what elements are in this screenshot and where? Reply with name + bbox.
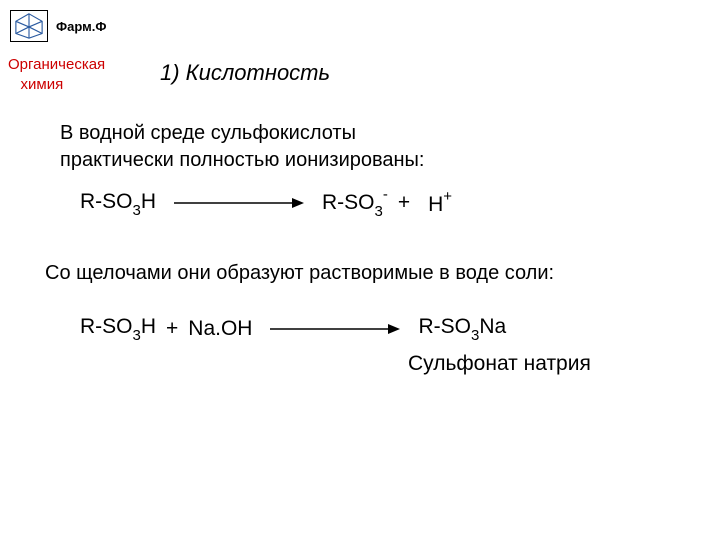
reactant-1: R-SO3H (80, 190, 156, 217)
product-1a: R-SO3- (322, 188, 388, 218)
product-1b: H+ (428, 190, 452, 217)
para1-line1: В водной среде сульфокислоты (60, 122, 356, 144)
header: Фарм.Ф (10, 10, 106, 42)
paragraph-1: В водной среде сульфокислоты практически… (60, 120, 425, 174)
subject-line2: химия (21, 76, 64, 93)
logo-icon (10, 10, 48, 42)
product-label: Сульфонат натрия (408, 352, 591, 376)
arrow-icon (174, 196, 304, 210)
paragraph-2: Со щелочами они образуют растворимые в в… (45, 262, 554, 285)
reaction-1: R-SO3H R-SO3- + H+ (80, 188, 452, 218)
reaction-2: R-SO3H + Na.OH R-SO3Na (80, 315, 506, 342)
para1-line2: практически полностью ионизированы: (60, 149, 425, 171)
arrow-icon (270, 322, 400, 336)
product-2: R-SO3Na (418, 315, 506, 342)
reactant-2b: Na.OH (188, 317, 252, 341)
subject-label: Органическая химия (8, 55, 105, 94)
dept-label: Фарм.Ф (56, 19, 106, 34)
plus-sign: + (398, 191, 410, 215)
plus-sign: + (166, 317, 178, 341)
reactant-2a: R-SO3H (80, 315, 156, 342)
page-title: 1) Кислотность (160, 60, 330, 86)
subject-line1: Органическая (8, 56, 105, 73)
